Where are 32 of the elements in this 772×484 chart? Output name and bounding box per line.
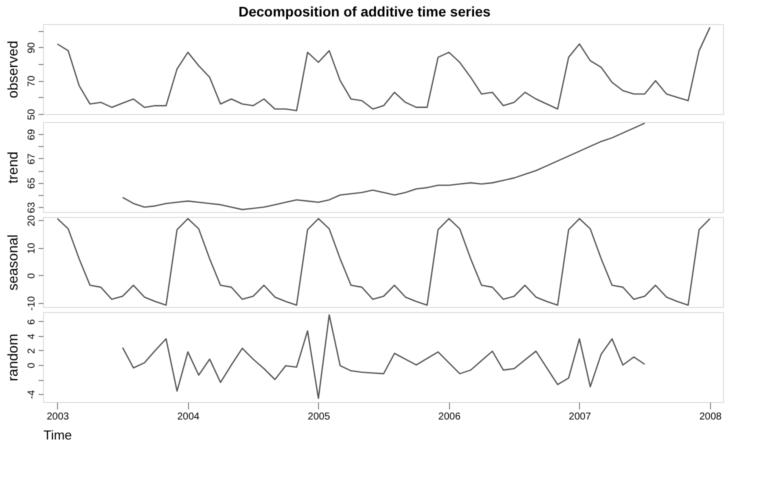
x-tick-label: 2007 [568,412,592,422]
y-tick-label: 63 [26,202,38,214]
y-tick-label: 20 [26,214,38,226]
x-tick-label: 2003 [46,412,70,422]
line-series [122,122,646,210]
x-tick-label: 2006 [438,412,461,422]
y-tick-label: -4 [26,390,38,399]
y-tick-label: 50 [26,108,38,120]
y-tick-label: 65 [26,177,38,189]
x-tick-label: 2004 [177,412,200,422]
y-axis-title: seasonal [4,234,20,291]
y-tick-label: 10 [26,242,38,254]
y-tick-label: 69 [26,128,38,140]
y-tick-label: 2 [26,348,38,354]
y-axis-title: observed [4,40,20,98]
chart-title: Decomposition of additive time series [238,4,491,20]
y-tick-label: 70 [26,75,38,87]
y-tick-label: 0 [26,362,38,368]
y-tick-label: 4 [26,333,38,340]
x-tick-label: 2008 [699,412,722,422]
y-tick-label: 6 [26,318,38,325]
y-axis-title: trend [4,152,20,184]
line-series [122,314,646,400]
y-tick-label: 90 [26,42,38,54]
y-tick-label: -10 [26,296,38,311]
y-tick-label: 0 [26,272,38,279]
line-series [56,218,711,306]
x-axis-title: Time [44,428,72,442]
x-tick-label: 2005 [308,412,330,422]
y-tick-label: 67 [26,152,38,165]
y-axis-title: random [4,334,20,382]
line-series [56,26,711,112]
